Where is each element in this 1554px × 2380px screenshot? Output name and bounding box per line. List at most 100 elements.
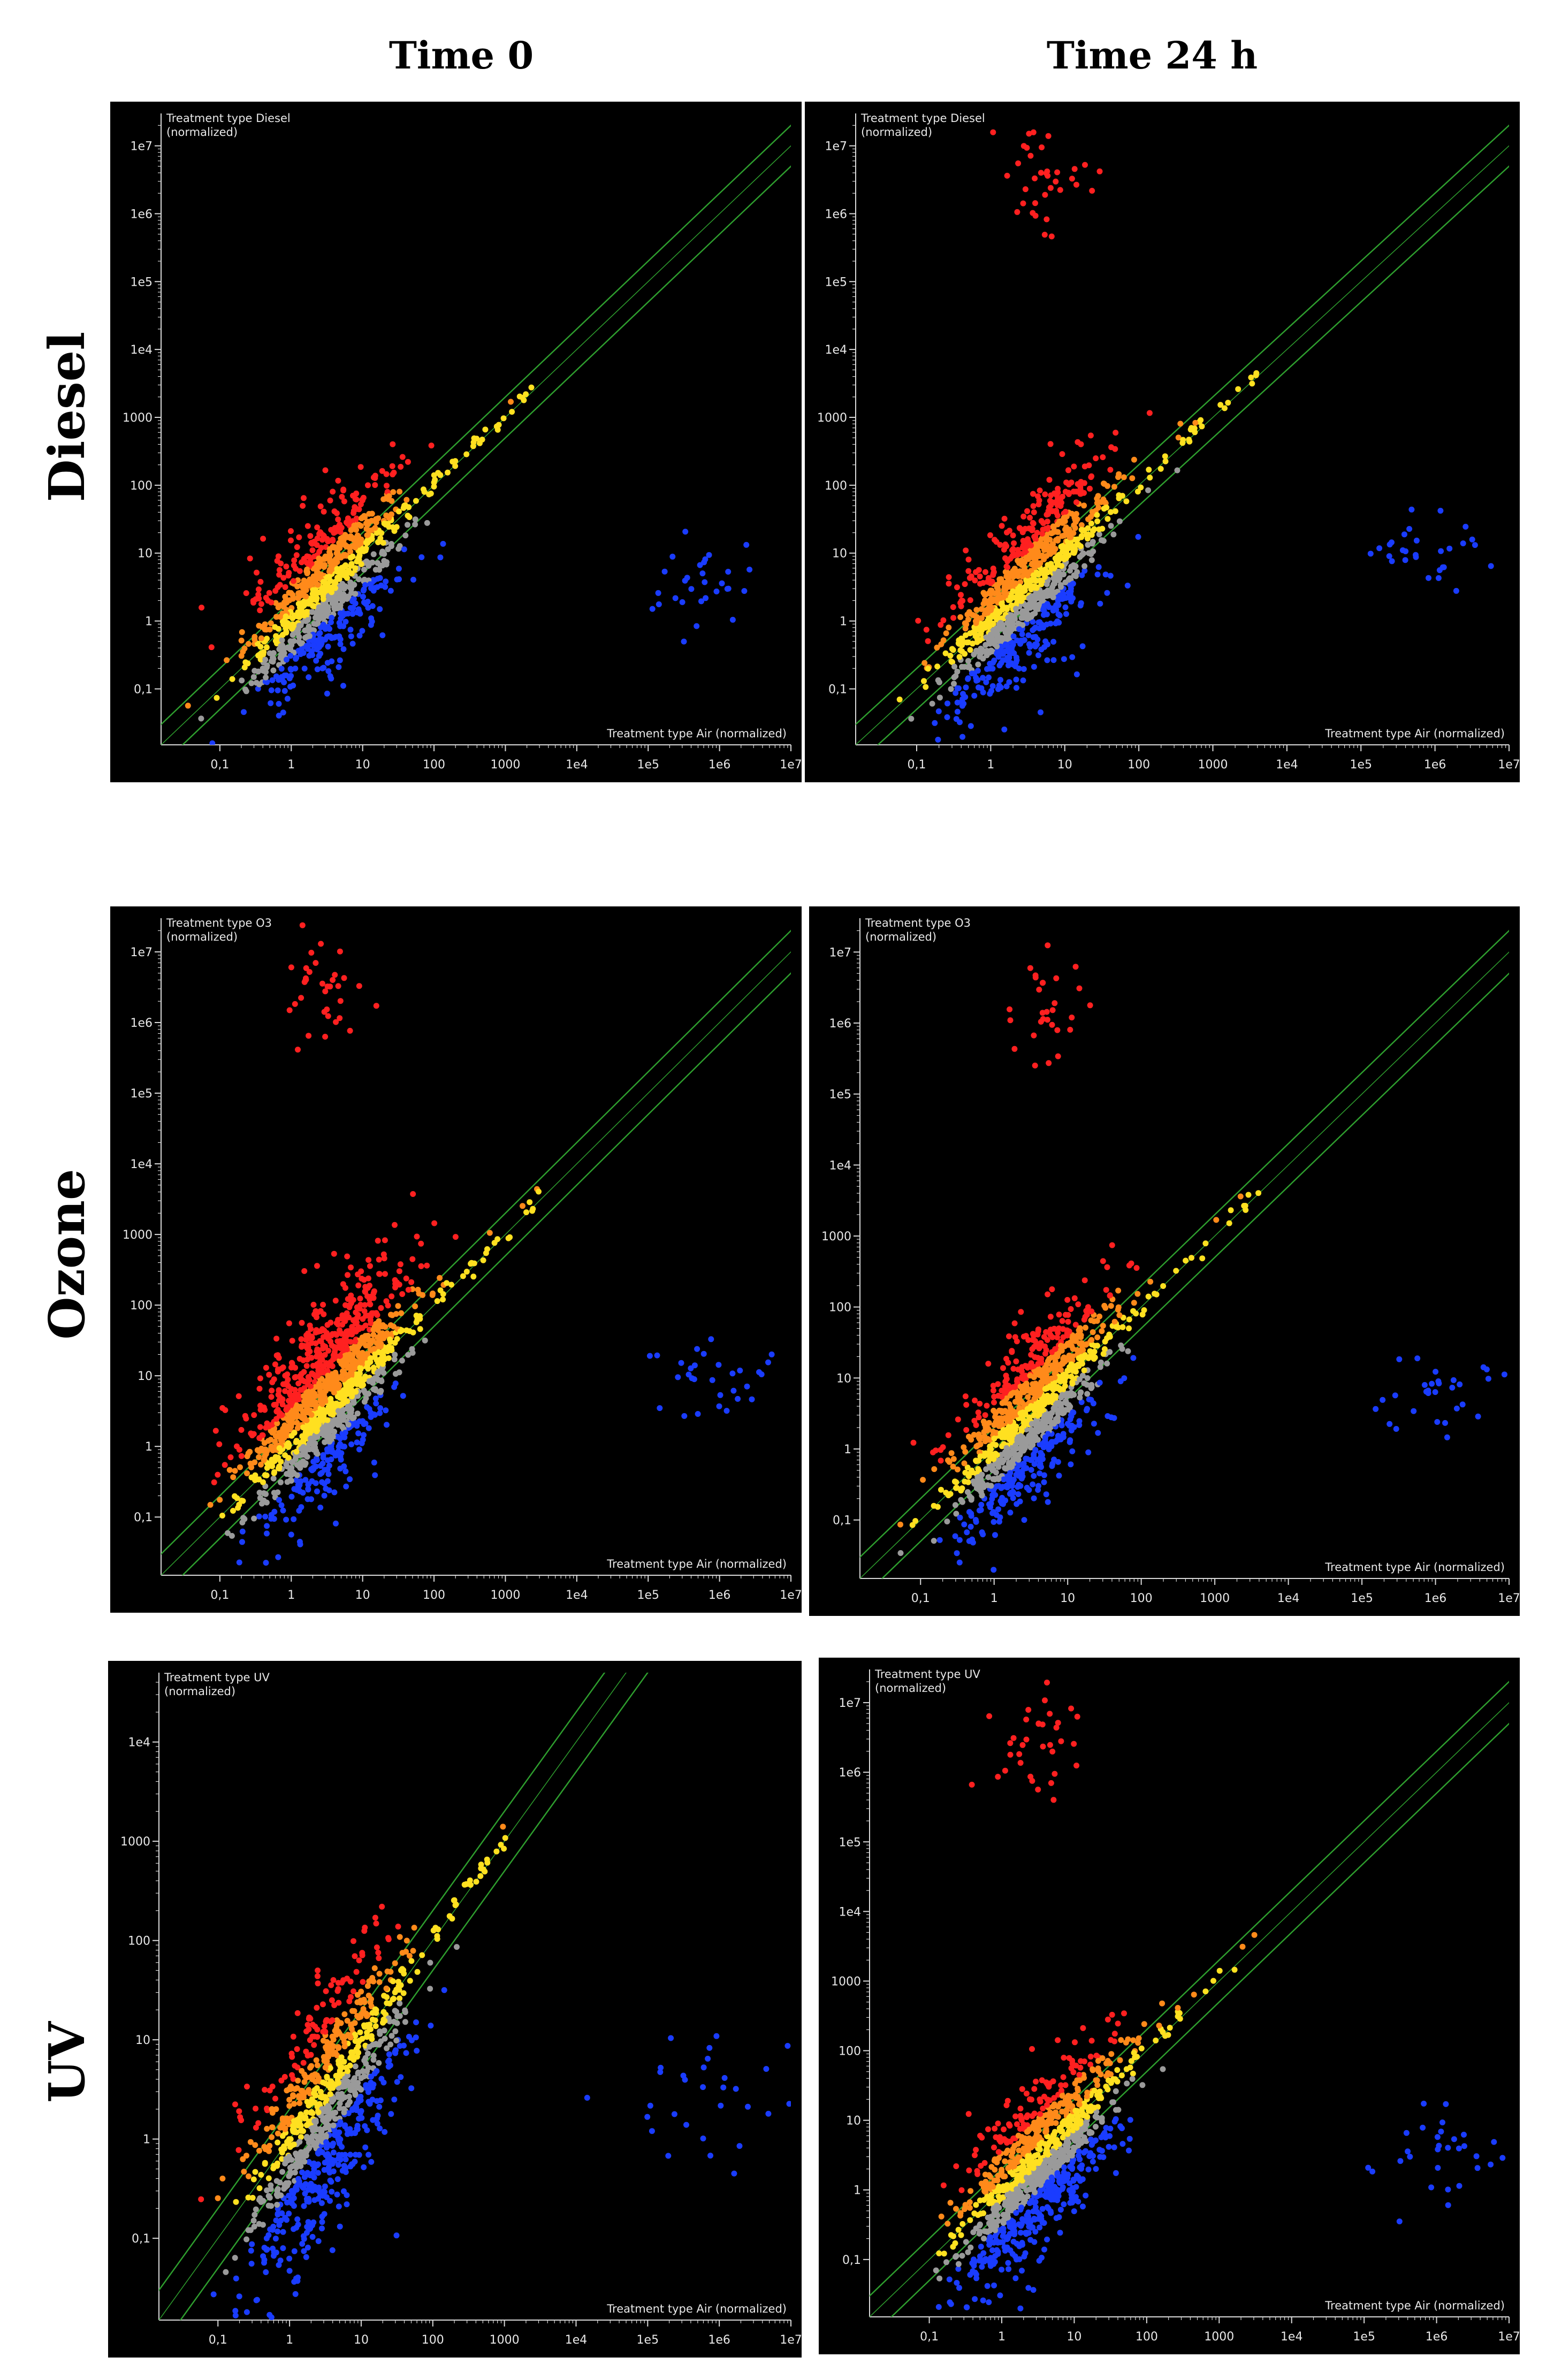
- data-point: [1026, 131, 1032, 137]
- data-point: [276, 1466, 283, 1472]
- data-point: [1113, 430, 1119, 436]
- data-point: [1065, 490, 1072, 496]
- data-point: [703, 595, 709, 601]
- data-point: [276, 700, 282, 707]
- data-point: [471, 435, 477, 441]
- data-point: [1081, 1367, 1087, 1374]
- data-point: [252, 636, 258, 643]
- data-point: [365, 1366, 371, 1372]
- data-point: [379, 1323, 385, 1330]
- data-point: [1058, 584, 1064, 590]
- data-point: [348, 570, 355, 577]
- data-point: [257, 607, 263, 614]
- data-point: [325, 1471, 332, 1477]
- data-point: [405, 1352, 412, 1358]
- data-point: [1027, 644, 1033, 650]
- data-point: [370, 1332, 377, 1338]
- data-point: [405, 459, 411, 465]
- data-point: [308, 1355, 315, 1361]
- y-tick-label: 1e5: [130, 1087, 153, 1101]
- data-point: [336, 664, 342, 670]
- x-tick-label: 1e5: [637, 758, 659, 772]
- data-point: [352, 565, 359, 571]
- data-point: [289, 1400, 295, 1407]
- data-point: [288, 590, 294, 596]
- data-point: [1135, 533, 1141, 540]
- data-point: [268, 700, 274, 706]
- data-point: [319, 980, 325, 987]
- data-point: [1050, 638, 1057, 645]
- data-point: [1030, 619, 1036, 625]
- data-point: [1406, 526, 1413, 532]
- data-point: [347, 548, 354, 555]
- data-point: [245, 660, 251, 667]
- data-point: [325, 538, 331, 545]
- data-point: [908, 715, 915, 722]
- data-point: [307, 1436, 314, 1442]
- data-point: [1088, 1317, 1094, 1324]
- data-point: [1004, 564, 1011, 570]
- data-point: [302, 1402, 308, 1408]
- data-point: [282, 593, 288, 600]
- data-point: [1053, 575, 1059, 582]
- data-point: [716, 1403, 722, 1409]
- data-point: [291, 557, 298, 563]
- data-point: [1146, 467, 1152, 473]
- data-point: [324, 690, 330, 697]
- data-point: [292, 1387, 298, 1393]
- data-point: [298, 1336, 304, 1342]
- data-point: [314, 1346, 321, 1353]
- data-point: [393, 1311, 399, 1317]
- y-tick-label: 1e6: [829, 1017, 851, 1031]
- data-point: [954, 584, 960, 591]
- data-point: [288, 1493, 295, 1500]
- data-point: [284, 1371, 291, 1377]
- data-point: [345, 611, 351, 617]
- data-point: [967, 630, 973, 637]
- data-point: [1031, 625, 1038, 632]
- data-point: [276, 1497, 282, 1503]
- data-point: [317, 1338, 323, 1344]
- data-point: [1119, 493, 1125, 499]
- data-point: [981, 611, 988, 617]
- data-point: [212, 1428, 219, 1434]
- data-point: [688, 586, 695, 592]
- data-point: [1100, 1258, 1106, 1264]
- data-point: [384, 1422, 390, 1428]
- data-point: [342, 1430, 348, 1436]
- data-point: [271, 1490, 277, 1496]
- data-point: [925, 666, 931, 672]
- data-point: [969, 612, 976, 618]
- data-point: [424, 520, 430, 526]
- data-point: [209, 740, 216, 745]
- data-point: [375, 560, 381, 566]
- data-point: [230, 1508, 236, 1514]
- data-point: [1134, 489, 1141, 495]
- data-point: [268, 620, 274, 627]
- data-point: [337, 998, 344, 1004]
- data-point: [725, 585, 732, 592]
- data-point: [1078, 600, 1084, 606]
- data-point: [741, 588, 748, 594]
- data-point: [339, 1312, 346, 1318]
- data-point: [358, 1268, 364, 1275]
- data-point: [358, 1340, 364, 1346]
- data-point: [373, 1321, 379, 1327]
- data-point: [353, 497, 360, 502]
- data-point: [235, 1505, 241, 1511]
- data-point: [730, 1387, 737, 1394]
- data-point: [312, 1440, 318, 1447]
- data-point: [938, 1486, 944, 1493]
- data-point: [362, 1288, 368, 1295]
- data-point: [344, 1253, 351, 1260]
- data-point: [706, 552, 712, 558]
- data-point: [198, 715, 204, 722]
- data-point: [217, 1497, 223, 1503]
- scatter-panel-diesel-time0: 0,1 1 10 100 1000 1e4 1e5 1e6 1e7 1e7 1e6 1e5 1e4 100…: [110, 102, 802, 782]
- data-point: [405, 1287, 412, 1293]
- data-point: [977, 1400, 983, 1407]
- data-point: [1023, 571, 1029, 577]
- diagonal-line: [881, 972, 1509, 1578]
- data-point: [263, 674, 269, 681]
- data-point: [1462, 523, 1469, 530]
